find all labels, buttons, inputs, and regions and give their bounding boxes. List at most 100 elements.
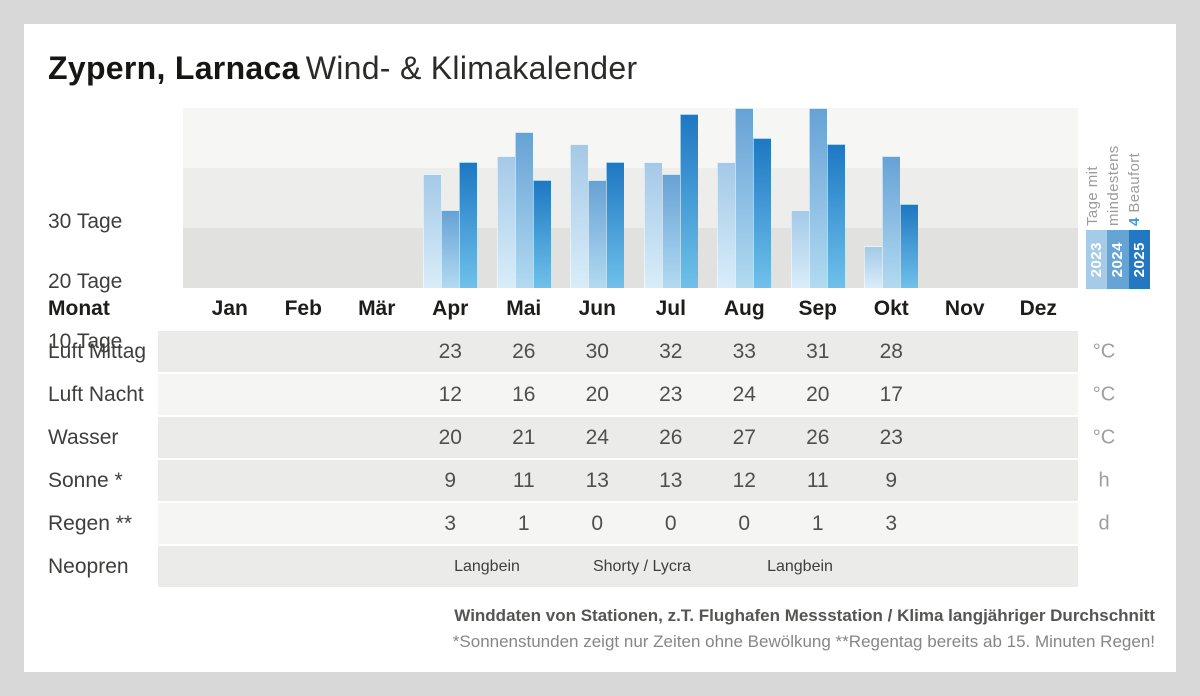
page-title: Zypern, Larnaca Wind- & Klimakalender — [48, 50, 637, 87]
value-apr: 20 — [438, 425, 462, 449]
value-nov — [928, 459, 1002, 502]
value-mär — [340, 330, 414, 373]
bar-group-jul — [634, 108, 708, 288]
bar-group-mai — [487, 108, 561, 288]
y-axis-tick-30: 30 Tage — [48, 210, 123, 233]
month-header-sep: Sep — [798, 297, 837, 320]
chart-band-10 — [183, 228, 1078, 288]
row-cells: 3 1 0 0 0 1 3 — [193, 502, 1075, 545]
wind-days-bar-chart — [183, 108, 1078, 288]
bar-group-jun — [561, 108, 635, 288]
month-header-jan: Jan — [211, 297, 248, 320]
bar-jul-2024 — [661, 174, 680, 288]
month-header-jul: Jul — [655, 297, 686, 320]
footer-source-line: Winddaten von Stationen, z.T. Flughafen … — [454, 606, 1155, 625]
legend-badge-2023: 2023 — [1086, 230, 1108, 289]
table-row-sonne: Sonne * 9 11 13 13 12 11 9 h — [24, 459, 1176, 502]
row-label: Wasser — [48, 425, 119, 449]
value-jun: 30 — [585, 339, 609, 363]
row-label: Regen ** — [48, 511, 133, 535]
value-feb — [267, 502, 341, 545]
table-row-luft-mittag: Luft Mittag 23 26 30 32 33 31 28 °C — [24, 330, 1176, 373]
value-jun: 0 — [591, 511, 604, 535]
value-sep: 26 — [806, 425, 830, 449]
row-unit: °C — [1092, 340, 1116, 362]
value-jan — [193, 459, 267, 502]
bar-group-sep — [781, 108, 855, 288]
value-jul: 26 — [659, 425, 683, 449]
bar-group-mär — [340, 108, 414, 288]
value-jun: 20 — [585, 382, 609, 406]
neopren-segment-2: Shorty / Lycra — [592, 557, 692, 575]
row-cells: 12 16 20 23 24 20 17 — [193, 373, 1075, 416]
month-header-mai: Mai — [506, 297, 542, 320]
month-header-apr: Apr — [432, 297, 469, 320]
value-dez — [1002, 459, 1076, 502]
value-okt: 3 — [885, 511, 898, 535]
value-dez — [1002, 502, 1076, 545]
beaufort-value: 4 — [1126, 217, 1143, 226]
value-dez — [1002, 373, 1076, 416]
bar-mai-2023 — [496, 156, 515, 288]
value-aug: 27 — [732, 425, 756, 449]
value-apr: 3 — [444, 511, 457, 535]
month-header-mär: Mär — [358, 297, 396, 320]
bar-group-jan — [193, 108, 267, 288]
value-feb — [267, 416, 341, 459]
value-jul: 23 — [659, 382, 683, 406]
value-sep: 31 — [806, 339, 830, 363]
month-header-nov: Nov — [944, 297, 985, 320]
chart-band-20 — [183, 168, 1078, 228]
value-mai: 26 — [512, 339, 536, 363]
y-axis-tick-20: 20 Tage — [48, 270, 123, 293]
value-mai: 1 — [517, 511, 530, 535]
axis-title-line-2: mindestens — [1105, 145, 1122, 226]
value-feb — [267, 459, 341, 502]
bar-apr-2025 — [459, 162, 478, 288]
chart-axis-title: Tage mit mindestens 4 Beaufort — [1082, 110, 1145, 226]
value-aug: 12 — [732, 468, 756, 492]
bar-group-dez — [1002, 108, 1076, 288]
row-cells: 9 11 13 13 12 11 9 — [193, 459, 1075, 502]
neopren-segment-3: Langbein — [767, 557, 833, 575]
value-jan — [193, 373, 267, 416]
value-mär — [340, 416, 414, 459]
row-label: Sonne * — [48, 468, 123, 492]
row-unit: d — [1098, 512, 1110, 534]
value-okt: 28 — [879, 339, 903, 363]
value-mai: 21 — [512, 425, 536, 449]
legend-year-label: 2025 — [1130, 241, 1148, 278]
title-location: Zypern, Larnaca — [48, 50, 300, 86]
bar-sep-2024 — [808, 108, 827, 288]
row-cells: 20 21 24 26 27 26 23 — [193, 416, 1075, 459]
bar-group-feb — [267, 108, 341, 288]
row-label-neopren: Neopren — [48, 554, 129, 578]
table-row-luft-nacht: Luft Nacht 12 16 20 23 24 20 17 °C — [24, 373, 1176, 416]
value-okt: 23 — [879, 425, 903, 449]
value-mär — [340, 373, 414, 416]
bar-okt-2025 — [900, 204, 919, 288]
bar-sep-2025 — [826, 144, 845, 288]
bar-jul-2023 — [643, 162, 662, 288]
table-row-regen: Regen ** 3 1 0 0 0 1 3 d — [24, 502, 1176, 545]
value-nov — [928, 330, 1002, 373]
value-dez — [1002, 330, 1076, 373]
bar-aug-2024 — [735, 108, 754, 288]
value-apr: 12 — [438, 382, 462, 406]
chart-band-30 — [183, 108, 1078, 168]
value-aug: 33 — [732, 339, 756, 363]
bar-aug-2023 — [717, 162, 736, 288]
climate-table: Monat Jan Feb Mär Apr Mai Jun Jul Aug Sep Okt Nov D… — [24, 288, 1176, 588]
bar-jul-2025 — [679, 114, 698, 288]
value-nov — [928, 416, 1002, 459]
bar-group-nov — [928, 108, 1002, 288]
value-jan — [193, 502, 267, 545]
bar-group-apr — [414, 108, 488, 288]
bar-mai-2025 — [532, 180, 551, 288]
legend-badge-2025: 2025 — [1128, 230, 1150, 289]
value-nov — [928, 373, 1002, 416]
value-feb — [267, 330, 341, 373]
climate-calendar-card: Zypern, Larnaca Wind- & Klimakalender 30 … — [24, 24, 1176, 672]
row-stripe — [158, 417, 1078, 458]
